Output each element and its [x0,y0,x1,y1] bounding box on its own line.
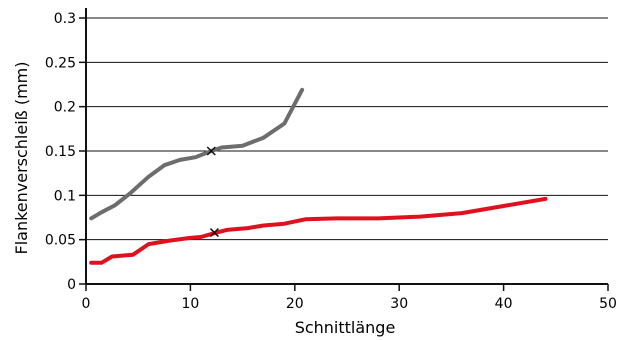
series-0-point-6 [178,158,182,162]
y-tick-label-6: 0.3 [54,11,76,27]
series-0-point-12 [282,121,286,126]
series-0-point-13 [300,88,304,92]
series-0-point-1 [100,210,104,214]
y-tick-label-0: 0 [67,277,76,293]
series-1-point-6 [188,236,192,240]
series-0-point-3 [128,191,132,196]
y-tick-label-2: 0.1 [54,188,76,204]
x-axis-label: Schnittlänge [295,318,396,337]
series-0-point-10 [241,144,245,148]
series-1-point-19 [543,197,547,201]
series-1-point-16 [418,215,422,219]
series-1-point-3 [131,253,135,257]
series-1-point-18 [502,204,506,208]
x-tick-label-5: 50 [599,296,617,312]
series-1-point-5 [167,238,172,243]
series-marker-0-stroke-b [206,146,216,156]
series-0-point-5 [162,163,166,167]
series-0-point-4 [147,175,151,179]
y-tick-label-5: 0.25 [45,55,76,71]
series-line-0 [89,87,305,221]
series-marker-1-stroke-b [209,228,219,238]
series-1-point-11 [261,223,266,228]
series-1-point-4 [147,242,151,246]
series-1-point-15 [376,216,380,220]
series-1-point-7 [199,235,203,239]
series-1-point-13 [303,217,307,221]
series-1-point-2 [110,254,114,259]
y-tick-label-3: 0.15 [45,144,76,160]
x-tick-label-1: 10 [181,296,199,312]
series-1-point-17 [460,211,464,215]
y-tick-label-4: 0.2 [54,100,76,116]
x-tick-label-0: 0 [82,296,91,312]
y-axis-label: Flankenverschleiß (mm) [12,62,31,255]
series-1-point-0 [89,261,93,265]
y-tick-label-1: 0.05 [45,233,76,249]
plot-area: 0 0.05 0.1 0.15 0.2 0.25 0.3 0 10 20 30 40 50 [45,8,617,312]
series-0-point-2 [113,203,117,207]
x-tick-label-2: 20 [286,296,304,312]
x-tick-label-3: 30 [390,296,408,312]
series-1-point-14 [334,216,339,220]
series-marker-0 [206,146,216,156]
series-1-point-12 [282,222,286,226]
x-tick-label-4: 40 [495,296,513,312]
series-0-point-7 [194,155,198,159]
series-marker-1 [209,228,219,238]
series-0-point-11 [261,136,266,140]
series-line-1 [89,196,548,265]
series-1-point-10 [246,226,250,230]
series-0-point-0 [89,216,93,220]
series-1-point-9 [225,228,229,232]
series-1-point-1 [100,261,104,265]
series-0-point-9 [220,145,224,150]
